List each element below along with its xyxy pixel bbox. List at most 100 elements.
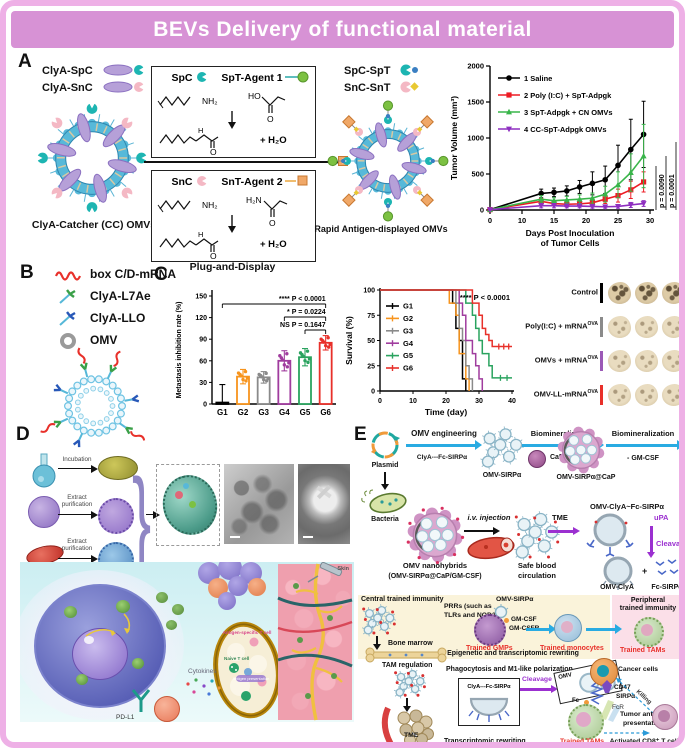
omv-sirpa-cap-icon [557,426,605,474]
extract-label-1: Extract purification [61,494,93,509]
omv-engineering-label: OMV engineering [411,429,477,438]
antigen-omv-diagram [327,100,449,222]
metastasis-bar-chart: 0 30 60 90 120 150 Metastasis inhibition rate … [176,290,336,417]
panel-b-label: B [20,262,34,283]
to-tme-arrow [403,698,410,712]
svg-text:Tumor Volume (mm³): Tumor Volume (mm³) [449,96,459,180]
svg-text:500: 500 [471,170,484,179]
plasmid-icon [371,431,400,459]
intracellular-arrows [85,613,131,637]
svg-text:50: 50 [367,338,375,345]
omv-sirpa-label: OMV-SIRPα [482,472,522,479]
svg-text:SnC: SnC [172,176,193,188]
to-bone-arrow [373,636,380,650]
svg-text:SnT-Agent 2: SnT-Agent 2 [221,176,282,188]
nanohybrid-icon [406,506,465,565]
scale-bar [303,535,313,538]
panel-c-label: C [154,264,168,285]
svg-text:G5: G5 [403,351,413,360]
iv-injection-label: i.v. injection [467,513,511,522]
bacteria-icon [361,489,407,514]
svg-text:O: O [210,147,217,157]
mrna-icon [54,271,82,281]
tme-cluster-icon [381,706,434,742]
svg-text:H: H [198,230,203,239]
legend-clya-snc: ClyA-SnC [42,82,93,94]
svg-text:3 SpT-Adpgk + CN OMVs: 3 SpT-Adpgk + CN OMVs [524,108,613,117]
bone-marrow-omvs [361,604,397,637]
tumor-antigen-label-2: presentation [623,720,664,727]
nanohybrid-label-2: (OMV-SIRPα@CaP/GM-CSF) [388,573,482,580]
cap-label: CaP [550,454,564,461]
svg-text:15: 15 [550,216,558,225]
nanohybrid-label-1: OMV nanohybrids [402,561,468,570]
omv-engineering-arrow [406,440,482,451]
svg-text:25: 25 [367,363,375,370]
cargo-dot [189,501,196,508]
plus-sign: + [642,566,648,576]
fc-sirpa-fragments [655,559,679,575]
lung-image [608,350,631,372]
em-image-2 [298,464,350,544]
legend-snc-snt: SnC-SnT [344,82,391,94]
gmcsf-dot [504,618,509,623]
svg-text:75: 75 [367,313,375,320]
cleaved-omv-icon [602,556,634,590]
phagocytosis-label: Phagocytosis and M1-like polarization [446,666,573,673]
iv-arrow [464,526,500,535]
cancer-cells-label: Cancer cells [618,666,659,673]
extract-arrow-1 [58,509,98,521]
cc-omv-diagram [36,102,148,214]
lung-image [608,316,631,338]
tme-omvs [393,668,427,699]
svg-text:SpC: SpC [172,72,193,84]
svg-text:p = 5.4860 × 10⁻⁶: p = 5.4860 × 10⁻⁶ [679,152,685,208]
blood-vessel-icon [467,536,515,560]
flask-icon [32,453,56,488]
uncleaved-omv-icon [586,513,634,557]
em-image-1 [224,464,294,544]
green-vesicle [166,620,177,630]
svg-text:G3: G3 [403,326,413,335]
lung-row-label: Poly(I:C) + mRNAOVA [525,321,598,331]
green-vesicle [156,592,168,603]
svg-text:**** P < 0.0001: **** P < 0.0001 [279,296,326,303]
omv-sirpa-box1-label: OMV-SIRPα [496,596,534,603]
svg-text:2000: 2000 [467,62,484,71]
transcriptomic-label: Transcriptomic rewriting [444,738,526,745]
cleavage-box2-arrow [520,685,558,693]
nucleus [72,628,128,680]
svg-text:0: 0 [203,402,207,409]
extract-arrow-2 [58,553,98,565]
cleavage-label: Cleavage [656,539,685,548]
clya-fc-sirpa-box: ClyA---Fc-SIRPα [458,678,520,726]
svg-text:30: 30 [475,398,483,405]
spc-spt-icon [400,64,418,76]
cytokines-label: Cytokines [188,668,217,675]
monocyte-nucleus [561,621,573,633]
legend-spc-spt: SpC-SpT [344,65,391,77]
pdl1-label: PD-L1 [116,714,135,721]
lung-image [635,384,658,406]
incubation-arrow [58,463,98,475]
tam-regulation-title: TAM regulation [382,662,433,669]
svg-text:100: 100 [363,288,375,295]
clya-l7ae-icon [59,289,76,304]
svg-text:+ H₂O: + H₂O [260,135,287,146]
fc-dot [584,700,589,705]
cytokine-dots [186,678,221,696]
svg-text:p = 0.0001: p = 0.0001 [669,174,676,208]
svg-text:60: 60 [199,358,207,365]
spc-chemistry-box: SpC SpT-Agent 1 NH₂ HO O H O + H₂O [151,66,316,158]
svg-text:G1: G1 [403,302,413,311]
legend-omv: OMV [90,333,118,347]
lung-row-tick [600,317,603,337]
presentation-arrow [604,730,650,736]
clya-spc-icon [103,64,146,76]
trained-tams-label-box2: Trained TAMs [560,738,605,745]
svg-text:20: 20 [582,216,590,225]
cargo-dot [175,491,183,499]
svg-text:p = 0.0090: p = 0.0090 [659,174,666,208]
skin-tissue: Skin [277,562,353,721]
omv-sirpa-cluster [480,426,524,470]
